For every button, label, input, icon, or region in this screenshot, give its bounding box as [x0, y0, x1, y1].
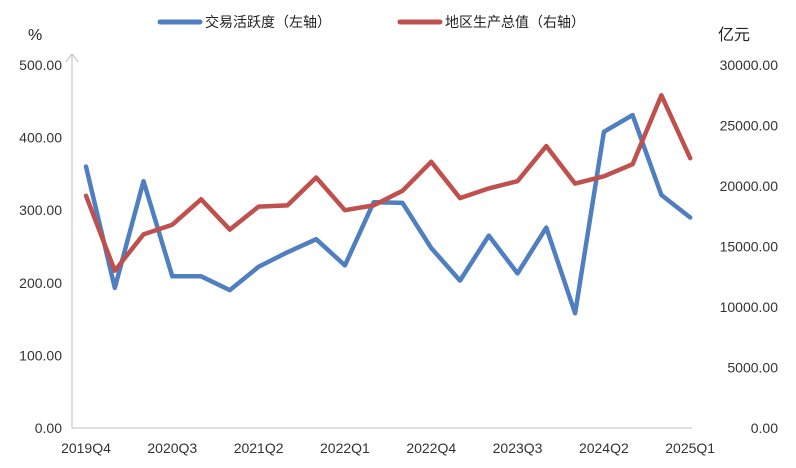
x-axis-ticks: 2019Q4 2020Q3 2021Q2 2022Q1 2022Q4 2023Q3 2024…: [61, 440, 715, 456]
x-tick-label: 2022Q1: [320, 440, 370, 456]
right-axis-unit-label: 亿元: [718, 26, 750, 44]
left-axis-arrow: [65, 53, 79, 63]
x-tick-label: 2020Q3: [147, 440, 197, 456]
right-tick-label: 15000.00: [720, 239, 779, 255]
axes: [65, 53, 692, 429]
right-tick-label: 30000.00: [720, 57, 779, 73]
right-tick-label: 5000.00: [727, 360, 778, 376]
x-tick-label: 2025Q1: [665, 440, 715, 456]
right-axis-ticks: 0.00 5000.00 10000.00 15000.00 20000.00 25000…: [720, 57, 779, 436]
x-tick-label: 2021Q2: [234, 440, 284, 456]
legend: 交易活跃度（左轴） 地区生产总值（右轴）: [157, 14, 585, 31]
left-tick-label: 400.00: [19, 130, 62, 146]
legend-label-activity: 交易活跃度（左轴）: [205, 14, 331, 31]
left-tick-label: 300.00: [19, 202, 62, 218]
left-axis-unit-label: %: [28, 27, 42, 44]
left-tick-label: 200.00: [19, 275, 62, 291]
x-tick-label: 2023Q3: [493, 440, 543, 456]
series-line-gdp: [83, 93, 693, 273]
right-tick-label: 10000.00: [720, 299, 779, 315]
right-tick-label: 20000.00: [720, 178, 779, 194]
left-tick-label: 0.00: [35, 420, 62, 436]
right-tick-label: 0.00: [751, 420, 778, 436]
right-tick-label: 25000.00: [720, 118, 779, 134]
series-layer: [83, 93, 693, 316]
x-tick-label: 2019Q4: [61, 440, 111, 456]
x-tick-label: 2024Q2: [579, 440, 629, 456]
left-axis-ticks: 0.00 100.00 200.00 300.00 400.00 500.00: [19, 57, 62, 436]
series-line-activity: [83, 112, 693, 316]
left-tick-label: 100.00: [19, 347, 62, 363]
legend-label-gdp: 地区生产总值（右轴）: [445, 15, 585, 31]
x-tick-label: 2022Q4: [406, 440, 456, 456]
left-tick-label: 500.00: [19, 57, 62, 73]
